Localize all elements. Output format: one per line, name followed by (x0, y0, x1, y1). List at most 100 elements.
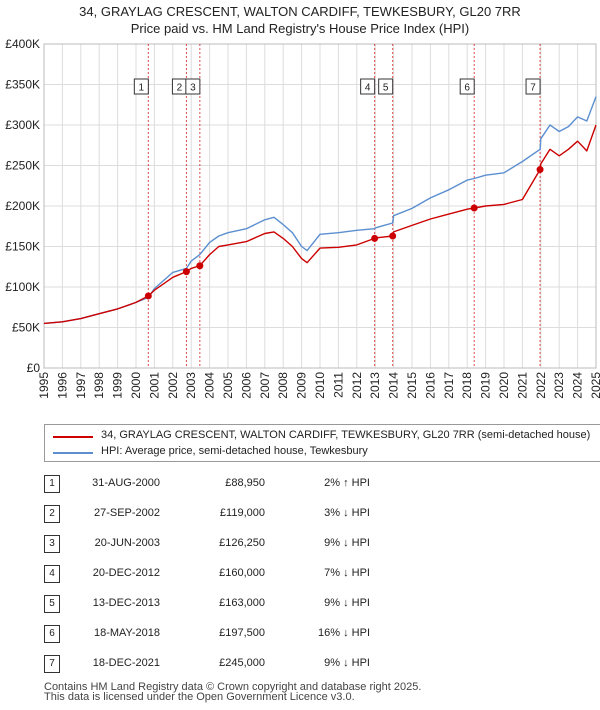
transaction-number: 6 (44, 625, 60, 643)
transaction-row: 7 18-DEC-2021 £245,000 9% ↓ HPI (0, 655, 600, 675)
x-tick-label: 2012 (350, 372, 364, 399)
transaction-hpi-delta: 9% ↓ HPI (324, 657, 370, 669)
sale-marker-label: 3 (190, 83, 196, 94)
x-tick-label: 1998 (92, 372, 106, 399)
x-tick-label: 2007 (258, 372, 272, 399)
x-tick-label: 2018 (460, 372, 474, 399)
x-tick-label: 2013 (368, 372, 382, 399)
transaction-hpi-delta: 16% ↓ HPI (318, 627, 370, 639)
sale-marker-label: 2 (177, 83, 183, 94)
transaction-date: 27-SEP-2002 (93, 507, 160, 519)
transaction-date: 31-AUG-2000 (92, 477, 160, 489)
x-tick-label: 2014 (387, 372, 401, 399)
series-line-hpi (43, 96, 597, 325)
transaction-number: 5 (44, 595, 60, 613)
transaction-row: 5 13-DEC-2013 £163,000 9% ↓ HPI (0, 595, 600, 615)
transaction-date: 20-DEC-2012 (92, 567, 160, 579)
transaction-row: 4 20-DEC-2012 £160,000 7% ↓ HPI (0, 565, 600, 585)
y-tick-label: £250K (5, 159, 40, 173)
y-tick-label: £100K (5, 280, 40, 294)
transaction-number: 3 (44, 535, 60, 553)
x-tick-label: 2010 (313, 372, 327, 399)
x-tick-label: 2024 (571, 372, 585, 399)
legend-label-hpi: HPI: Average price, semi-detached house,… (101, 445, 368, 457)
sale-marker-label: 4 (365, 83, 371, 94)
transaction-date: 20-JUN-2003 (94, 537, 160, 549)
transaction-row: 1 31-AUG-2000 £88,950 2% ↑ HPI (0, 475, 600, 495)
x-tick-label: 2017 (442, 372, 456, 399)
sale-point (536, 166, 544, 174)
transaction-price: £119,000 (219, 507, 265, 519)
sale-marker-box (459, 78, 475, 95)
transaction-hpi-delta: 9% ↓ HPI (324, 537, 370, 549)
x-tick-label: 2020 (497, 372, 511, 399)
sale-point (371, 234, 379, 242)
sale-point (470, 204, 478, 212)
transaction-price: £160,000 (219, 567, 265, 579)
legend-label-property: 34, GRAYLAG CRESCENT, WALTON CARDIFF, TE… (101, 429, 591, 441)
transaction-date: 18-DEC-2021 (92, 657, 160, 669)
sale-marker-label: 7 (530, 83, 536, 94)
legend-swatch-property (53, 436, 93, 438)
sale-marker-label: 5 (383, 83, 389, 94)
y-tick-label: £150K (5, 240, 40, 254)
transaction-row: 2 27-SEP-2002 £119,000 3% ↓ HPI (0, 505, 600, 525)
transaction-number: 7 (44, 655, 60, 673)
x-tick-label: 2022 (534, 372, 548, 399)
transaction-row: 6 18-MAY-2018 £197,500 16% ↓ HPI (0, 625, 600, 645)
legend: 34, GRAYLAG CRESCENT, WALTON CARDIFF, TE… (44, 424, 600, 462)
footer-licence: This data is licensed under the Open Gov… (44, 691, 355, 703)
transaction-date: 13-DEC-2013 (92, 597, 160, 609)
y-tick-label: £300K (5, 118, 40, 132)
x-tick-label: 1995 (37, 372, 51, 399)
price-chart: £0 £50K £100K £150K £200K £250K £300K £350K £400… (5, 37, 600, 399)
transaction-date: 18-MAY-2018 (93, 627, 160, 639)
x-tick-label: 2011 (331, 372, 345, 398)
sale-point (182, 268, 190, 276)
transaction-price: £126,250 (219, 537, 265, 549)
x-tick-label: 2025 (589, 372, 600, 399)
x-tick-label: 1997 (74, 372, 88, 399)
footer: Contains HM Land Registry data © Crown c… (44, 681, 422, 703)
x-tick-label: 2015 (405, 372, 419, 399)
transaction-number: 2 (44, 505, 60, 523)
y-tick-label: £200K (5, 199, 40, 213)
sale-marker-box (185, 78, 201, 95)
transaction-price: £163,000 (219, 597, 265, 609)
y-tick-label: £50K (12, 321, 40, 335)
x-tick-label: 1996 (55, 372, 69, 399)
sale-marker-box (133, 78, 149, 95)
x-tick-label: 2009 (295, 372, 309, 399)
x-tick-label: 2021 (515, 372, 529, 399)
x-tick-label: 2005 (221, 372, 235, 399)
x-tick-label: 2003 (184, 372, 198, 399)
transaction-number: 1 (44, 475, 60, 493)
series-line-property (43, 124, 597, 325)
x-tick-label: 2023 (552, 372, 566, 399)
y-tick-label: £400K (5, 37, 40, 51)
sale-point (144, 292, 152, 300)
transaction-hpi-delta: 7% ↓ HPI (324, 567, 370, 579)
x-tick-label: 1999 (111, 372, 125, 399)
transaction-row: 3 20-JUN-2003 £126,250 9% ↓ HPI (0, 535, 600, 555)
y-tick-label: £0 (27, 361, 41, 375)
transaction-hpi-delta: 3% ↓ HPI (324, 507, 370, 519)
transaction-price: £245,000 (219, 657, 265, 669)
footer-copyright: Contains HM Land Registry data © Crown c… (44, 681, 422, 693)
x-tick-label: 2000 (129, 372, 143, 399)
transaction-hpi-delta: 2% ↑ HPI (324, 477, 370, 489)
transaction-price: £88,950 (225, 477, 265, 489)
chart-subtitle: Price paid vs. HM Land Registry's House … (130, 21, 470, 36)
transaction-hpi-delta: 9% ↓ HPI (324, 597, 370, 609)
x-tick-label: 2008 (276, 372, 290, 399)
sale-marker-box (378, 78, 394, 95)
x-tick-label: 2016 (423, 372, 437, 399)
sale-marker-box (360, 78, 376, 95)
x-tick-label: 2004 (203, 372, 217, 399)
sale-marker-label: 6 (464, 83, 470, 94)
plot-border (43, 43, 597, 369)
y-tick-label: £350K (5, 78, 40, 92)
sale-marker-box (525, 78, 541, 95)
sale-point (389, 232, 397, 240)
x-tick-label: 2002 (166, 372, 180, 399)
